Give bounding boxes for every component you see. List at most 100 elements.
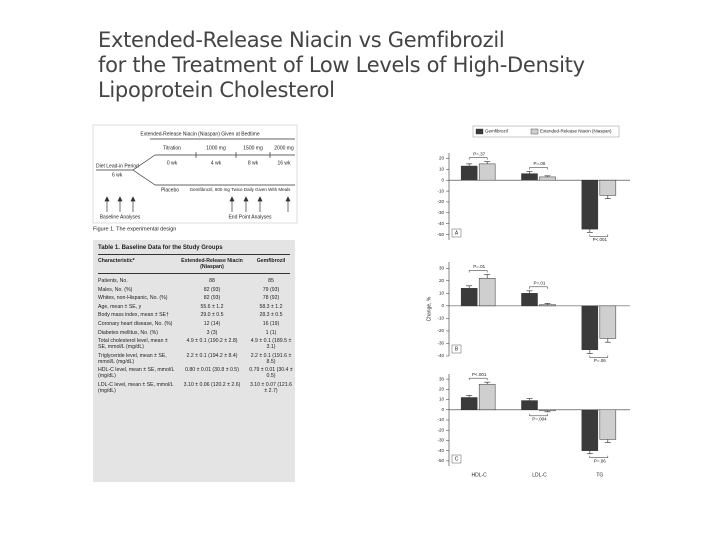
- table-title: Table 1. Baseline Data for the Study Gro…: [98, 245, 290, 255]
- x-tick-label: TG: [596, 472, 603, 478]
- bar: [460, 397, 478, 411]
- table-cell: Total cholesterol level, mean ± SE, mmol…: [98, 338, 168, 351]
- p-bracket: [468, 377, 488, 381]
- table-cell: 29.0 ± 0.5: [200, 312, 224, 319]
- y-tick-label: -20: [437, 199, 444, 204]
- y-tick-label: -40: [437, 221, 444, 226]
- column-header: Gemfibrozil: [256, 258, 286, 264]
- bar: [539, 409, 556, 412]
- week-label: 0 wk: [167, 160, 178, 166]
- branch: [132, 169, 156, 186]
- y-tick-label: 20: [439, 278, 445, 283]
- table-cell: 82 (93): [203, 295, 221, 302]
- analysis-arrows: [104, 196, 291, 212]
- table-cell: 12 (14): [203, 320, 221, 327]
- bar: [478, 163, 496, 181]
- table-cell: Males, No. (%): [98, 286, 133, 293]
- table-cell: 0.79 ± 0.01 (30.4 ± 0.5): [249, 367, 293, 380]
- legend-swatch: [530, 128, 539, 135]
- bar: [521, 173, 538, 181]
- y-tick-label: 10: [439, 397, 445, 402]
- dose-label: Titration: [163, 145, 181, 151]
- bar: [460, 288, 478, 307]
- bar: [539, 304, 556, 307]
- week-label: 16 wk: [277, 160, 291, 166]
- bar: [539, 176, 556, 181]
- p-bracket: [589, 355, 609, 358]
- table-row: Patients, No. 88 85: [98, 278, 290, 284]
- table-row: Whites, non-Hispanic, No. (%) 82 (93) 78 (…: [98, 295, 290, 301]
- legend-frame: [472, 125, 620, 138]
- table-cell: 3.10 ± 0.07 (121.6 ± 2.7): [249, 381, 293, 394]
- table-cell: 3.10 ± 0.06 (120.2 ± 2.6): [183, 381, 241, 388]
- p-value: P<.001: [472, 372, 487, 377]
- table-cell: Whites, non-Hispanic, No. (%): [98, 295, 168, 302]
- p-bracket: [589, 455, 609, 458]
- slide-title: Extended-Release Niacin vs Gemfibrozil f…: [98, 28, 585, 103]
- table-cell: 0.80 ± 0.01 (30.8 ± 0.5): [185, 367, 239, 374]
- table-row: Triglyceride level, mean ± SE, mmol/L (m…: [98, 352, 291, 365]
- diagram-header: Extended-Release Niacin (Niaspan) Given …: [140, 131, 259, 137]
- table-cell: 4.9 ± 0.1 (190.2 ± 2.8): [186, 338, 238, 345]
- y-tick-label: -50: [437, 232, 444, 237]
- panel-box: [451, 344, 462, 354]
- y-tick-label: -20: [437, 328, 444, 333]
- table-cell: Coronary heart disease, No. (%): [98, 320, 173, 327]
- table-cell: Age, mean ± SE, y: [98, 303, 142, 310]
- table-cell: 2.2 ± 0.1 (191.6 ± 8.5): [250, 352, 292, 365]
- bar: [521, 293, 538, 307]
- dose-label: 2000 mg: [274, 145, 294, 151]
- table-row: Coronary heart disease, No. (%) 12 (14) 16…: [98, 321, 290, 327]
- p-value: P=.004: [532, 417, 547, 422]
- column-header: Extended-Release Niacin (Niaspan): [181, 258, 243, 270]
- table-cell: LDL-C level, mean ± SE, mmol/L (mg/dL): [98, 381, 174, 394]
- baseline-table: Table 1. Baseline Data for the Study Gro…: [93, 240, 295, 482]
- y-tick-label: -10: [437, 417, 444, 422]
- dose-label: 1500 mg: [243, 145, 263, 151]
- bar: [460, 165, 478, 181]
- y-tick-label: 10: [439, 291, 445, 296]
- table-cell: 2.2 ± 0.1 (194.2 ± 8.4): [186, 352, 238, 359]
- gemfibrozil-label: Gemfibrozil, 600 mg Twice Daily Given Wi…: [190, 187, 291, 192]
- y-tick-label: -10: [437, 316, 444, 321]
- panel-letter: A: [455, 230, 459, 236]
- title-line: for the Treatment of Low Levels of High-…: [98, 53, 585, 77]
- table-cell: 55.6 ± 1.2: [200, 303, 224, 310]
- week-label: 8 wk: [248, 160, 259, 166]
- bar: [581, 179, 599, 230]
- table-cell: 82 (93): [203, 286, 221, 293]
- p-value: P<.001: [593, 237, 608, 242]
- x-tick-label: HDL-C: [472, 472, 488, 478]
- y-tick-label: 20: [439, 387, 445, 392]
- p-value: P=.06: [594, 358, 606, 363]
- y-axis-label: Change, %: [426, 296, 432, 321]
- p-value: P=.01: [473, 264, 485, 269]
- bar: [599, 409, 617, 440]
- table-row: HDL-C level, mean ± SE, mmol/L (mg/dL) 0.…: [98, 367, 293, 379]
- y-tick-label: -20: [437, 427, 444, 432]
- title-line: Lipoprotein Cholesterol: [98, 78, 335, 102]
- table-cell: Patients, No.: [98, 278, 128, 284]
- table-cell: 79 (93): [262, 286, 280, 293]
- y-tick-label: 10: [439, 167, 445, 172]
- dose-label: 1000 mg: [206, 145, 226, 151]
- bar: [599, 179, 617, 196]
- endpoint-label: End Point Analyses: [228, 214, 272, 220]
- leadin-label: Diet Lead-in Period: [96, 163, 139, 169]
- y-tick-label: -10: [437, 188, 444, 193]
- y-tick-label: 30: [439, 265, 445, 270]
- branch: [132, 154, 156, 171]
- design-diagram: Extended-Release Niacin (Niaspan) Given …: [92, 124, 298, 232]
- p-bracket: [589, 234, 609, 237]
- bar: [478, 278, 496, 307]
- y-tick-label: -40: [437, 353, 444, 358]
- leadin-weeks: 6 wk: [112, 172, 123, 178]
- column-header: Characteristic*: [98, 258, 135, 264]
- p-value: P=.37: [473, 151, 485, 156]
- y-tick-label: -50: [437, 458, 444, 463]
- y-tick-label: 0: [441, 303, 444, 308]
- y-tick-label: -30: [437, 341, 444, 346]
- figure-caption: Figure 1. The experimental design: [93, 226, 176, 232]
- table-cell: 78 (92): [262, 295, 280, 302]
- y-tick-label: 0: [441, 407, 444, 412]
